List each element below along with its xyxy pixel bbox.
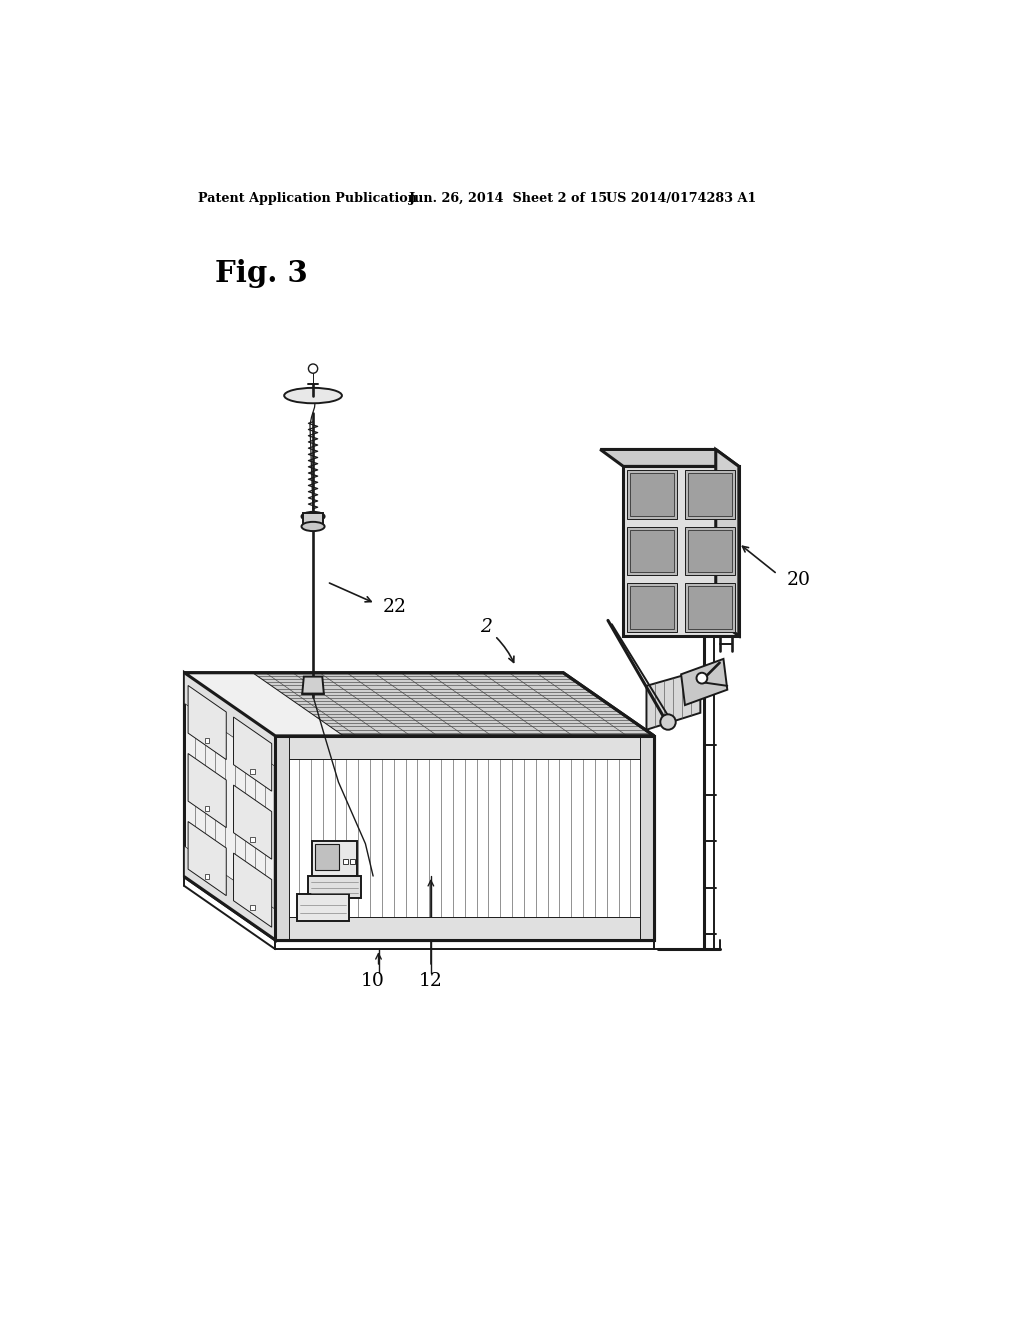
Polygon shape bbox=[302, 677, 324, 693]
Text: 10: 10 bbox=[361, 972, 385, 990]
Text: US 2014/0174283 A1: US 2014/0174283 A1 bbox=[606, 191, 757, 205]
Polygon shape bbox=[688, 586, 732, 628]
Circle shape bbox=[660, 714, 676, 730]
Polygon shape bbox=[188, 754, 226, 828]
Polygon shape bbox=[312, 841, 357, 876]
Polygon shape bbox=[685, 583, 735, 632]
Text: Fig. 3: Fig. 3 bbox=[215, 260, 308, 288]
Bar bbox=[205, 738, 210, 743]
Polygon shape bbox=[685, 527, 735, 576]
Circle shape bbox=[308, 364, 317, 374]
Polygon shape bbox=[624, 466, 739, 636]
Polygon shape bbox=[600, 449, 739, 466]
Polygon shape bbox=[716, 449, 739, 636]
Text: 22: 22 bbox=[383, 598, 408, 615]
Text: Patent Application Publication: Patent Application Publication bbox=[199, 191, 418, 205]
Ellipse shape bbox=[301, 521, 325, 531]
Bar bbox=[250, 770, 255, 774]
Text: Jun. 26, 2014  Sheet 2 of 15: Jun. 26, 2014 Sheet 2 of 15 bbox=[410, 191, 608, 205]
Polygon shape bbox=[275, 737, 654, 940]
Ellipse shape bbox=[301, 512, 325, 521]
Polygon shape bbox=[628, 583, 677, 632]
Polygon shape bbox=[640, 737, 654, 940]
Bar bbox=[205, 874, 210, 879]
Polygon shape bbox=[275, 737, 654, 759]
Polygon shape bbox=[631, 474, 674, 516]
Polygon shape bbox=[646, 671, 700, 730]
Bar bbox=[250, 837, 255, 842]
Polygon shape bbox=[184, 673, 654, 737]
Polygon shape bbox=[184, 673, 275, 767]
Polygon shape bbox=[233, 717, 271, 791]
Polygon shape bbox=[631, 529, 674, 573]
Bar bbox=[205, 807, 210, 810]
Polygon shape bbox=[631, 586, 674, 628]
Polygon shape bbox=[681, 659, 727, 705]
Bar bbox=[343, 859, 348, 863]
Polygon shape bbox=[184, 673, 343, 737]
Text: 20: 20 bbox=[786, 572, 811, 589]
Bar bbox=[303, 512, 323, 527]
Polygon shape bbox=[188, 821, 226, 896]
Polygon shape bbox=[184, 673, 275, 940]
Bar bbox=[250, 906, 255, 909]
Polygon shape bbox=[628, 527, 677, 576]
Polygon shape bbox=[233, 853, 271, 927]
Polygon shape bbox=[688, 529, 732, 573]
Polygon shape bbox=[314, 843, 339, 870]
Polygon shape bbox=[188, 685, 226, 759]
Polygon shape bbox=[275, 917, 654, 940]
Bar bbox=[350, 859, 354, 863]
Polygon shape bbox=[685, 470, 735, 519]
Polygon shape bbox=[308, 876, 360, 898]
Polygon shape bbox=[233, 785, 271, 859]
Polygon shape bbox=[628, 470, 677, 519]
Polygon shape bbox=[297, 894, 349, 921]
Circle shape bbox=[696, 673, 708, 684]
Polygon shape bbox=[275, 737, 289, 940]
Ellipse shape bbox=[285, 388, 342, 404]
Text: 12: 12 bbox=[419, 972, 442, 990]
Text: 2: 2 bbox=[480, 618, 493, 635]
Polygon shape bbox=[184, 846, 275, 940]
Polygon shape bbox=[688, 474, 732, 516]
